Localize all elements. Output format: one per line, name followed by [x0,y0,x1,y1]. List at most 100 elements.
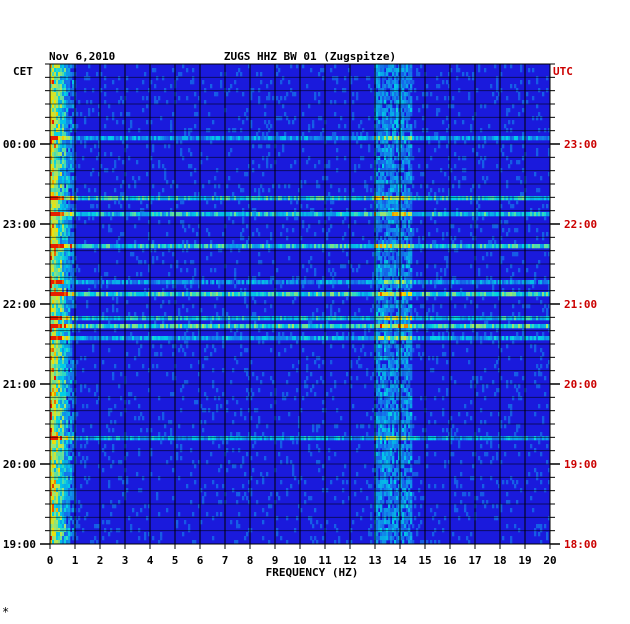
spectrogram-cell [62,116,65,121]
spectrogram-cell [198,316,201,321]
spectrogram-cell [54,196,57,201]
spectrogram-cell [62,96,65,101]
spectrogram-cell [278,336,281,341]
spectrogram-cell [164,336,167,341]
spectrogram-cell [460,212,463,217]
spectrogram-cell [378,136,381,141]
spectrogram-cell [380,236,383,241]
spectrogram-cell [400,228,403,233]
spectrogram-cell [438,280,441,285]
spectrogram-cell [402,332,405,337]
spectrogram-cell [144,196,147,201]
spectrogram-cell [194,196,197,201]
spectrogram-cell [226,212,229,217]
spectrogram-cell [410,292,413,297]
spectrogram-cell [200,136,203,141]
spectrogram-cell [66,276,69,281]
spectrogram-cell [494,196,497,201]
spectrogram-cell [470,136,473,141]
spectrogram-cell [254,276,257,281]
spectrogram-cell [136,64,139,69]
spectrogram-cell [404,304,407,309]
spectrogram-cell [364,316,367,321]
spectrogram-cell [110,292,113,297]
spectrogram-cell [462,316,465,321]
spectrogram-cell [410,156,413,161]
spectrogram-cell [432,308,435,313]
spectrogram-cell [386,252,389,257]
spectrogram-cell [394,320,397,325]
spectrogram-cell [54,220,57,225]
spectrogram-cell [370,284,373,289]
spectrogram-cell [52,292,55,297]
spectrogram-cell [338,244,341,249]
spectrogram-cell [62,232,65,237]
spectrogram-cell [326,320,329,325]
spectrogram-cell [94,324,97,329]
spectrogram-cell [50,260,53,265]
spectrogram-cell [54,120,57,125]
spectrogram-cell [410,256,413,261]
spectrogram-cell [292,244,295,249]
spectrogram-cell [422,104,425,109]
spectrogram-cell [70,140,73,145]
spectrogram-cell [306,84,309,89]
spectrogram-cell [164,172,167,177]
spectrogram-cell [50,308,53,313]
spectrogram-cell [436,112,439,117]
spectrogram-cell [482,312,485,317]
spectrogram-cell [76,280,79,285]
spectrogram-cell [50,224,53,229]
spectrogram-cell [194,336,197,341]
spectrogram-cell [334,100,337,105]
spectrogram-cell [388,240,391,245]
spectrogram-cell [68,100,71,105]
spectrogram-cell [228,128,231,133]
spectrogram-cell [62,168,65,173]
spectrogram-cell [406,240,409,245]
spectrogram-cell [360,132,363,137]
spectrogram-cell [478,212,481,217]
spectrogram-cell [62,176,65,181]
spectrogram-cell [108,320,111,325]
spectrogram-cell [382,120,385,125]
spectrogram-cell [408,104,411,109]
spectrogram-cell [264,196,267,201]
spectrogram-cell [84,140,87,145]
spectrogram-cell [190,292,193,297]
spectrogram-cell [490,292,493,297]
spectrogram-cell [144,288,147,293]
spectrogram-cell [54,240,57,245]
spectrogram-cell [94,284,97,289]
spectrogram-cell [384,232,387,237]
spectrogram-cell [392,240,395,245]
spectrogram-cell [396,328,399,333]
spectrogram-cell [520,244,523,249]
spectrogram-cell [312,208,315,213]
spectrogram-cell [214,212,217,217]
spectrogram-cell [378,188,381,193]
spectrogram-cell [360,212,363,217]
spectrogram-cell [446,116,449,121]
spectrogram-cell [66,124,69,129]
spectrogram-cell [538,292,541,297]
spectrogram-cell [278,100,281,105]
spectrogram-cell [498,212,501,217]
spectrogram-cell [366,188,369,193]
spectrogram-cell [380,108,383,113]
spectrogram-cell [522,144,525,149]
spectrogram-cell [56,168,59,173]
spectrogram-cell [354,324,357,329]
spectrogram-cell [68,132,71,137]
spectrogram-cell [404,216,407,221]
spectrogram-cell [408,80,411,85]
spectrogram-cell [470,280,473,285]
spectrogram-cell [504,124,507,129]
spectrogram-cell [378,132,381,137]
spectrogram-cell [56,152,59,157]
spectrogram-cell [318,316,321,321]
spectrogram-cell [216,212,219,217]
spectrogram-cell [400,260,403,265]
spectrogram-cell [72,288,75,293]
spectrogram-cell [408,328,411,333]
